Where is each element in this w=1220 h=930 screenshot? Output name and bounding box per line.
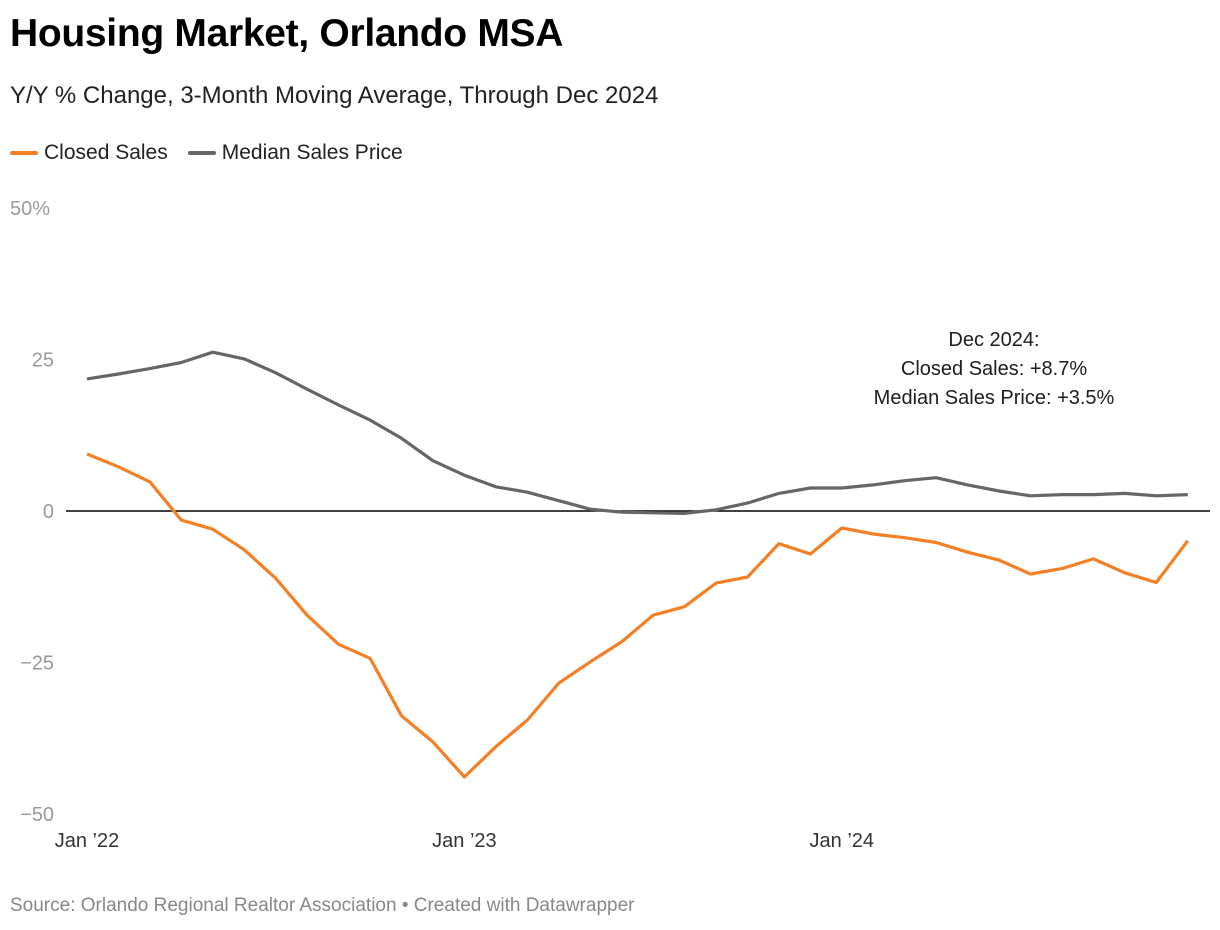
x-axis: Jan ’22 Jan ’23 Jan ’24 [55, 830, 874, 852]
annotation-line: Dec 2024: [948, 329, 1039, 351]
series-group [86, 350, 1190, 779]
legend-label-median-sales-price: Median Sales Price [221, 141, 403, 164]
y-tick-label: 50% [10, 198, 50, 220]
legend-item-closed-sales: Closed Sales [10, 141, 168, 165]
series-median-sales-price [86, 350, 1188, 516]
y-tick-label: −25 [20, 653, 54, 675]
legend-swatch-median-sales-price [187, 151, 216, 155]
y-tick-label: −50 [20, 804, 54, 826]
chart-subtitle: Y/Y % Change, 3-Month Moving Average, Th… [10, 82, 659, 109]
series-closed-sales [86, 452, 1190, 779]
y-tick-label: 25 [32, 350, 54, 372]
x-tick-label: Jan ’23 [432, 830, 497, 852]
line-median-sales-price [86, 350, 1188, 516]
x-tick-label: Jan ’24 [810, 830, 875, 852]
y-axis: 50% 25 0 −25 −50 [10, 198, 54, 826]
legend-item-median-sales-price: Median Sales Price [187, 141, 403, 165]
legend: Closed Sales Median Sales Price [10, 141, 423, 165]
y-tick-label: 0 [43, 501, 54, 523]
source-footer: Source: Orlando Regional Realtor Associa… [10, 895, 635, 916]
line-chart: 50% 25 0 −25 −50 Jan ’22 Jan ’23 Jan ’24 Dec 2… [10, 198, 1210, 852]
annotation: Dec 2024: Closed Sales: +8.7% Median Sales… [874, 329, 1115, 409]
line-closed-sales [86, 452, 1190, 779]
x-tick-label: Jan ’22 [55, 830, 120, 852]
annotation-line: Median Sales Price: +3.5% [874, 387, 1115, 409]
annotation-line: Closed Sales: +8.7% [901, 358, 1087, 380]
chart-title: Housing Market, Orlando MSA [10, 12, 564, 55]
legend-swatch-closed-sales [10, 151, 38, 155]
legend-label-closed-sales: Closed Sales [44, 141, 168, 164]
